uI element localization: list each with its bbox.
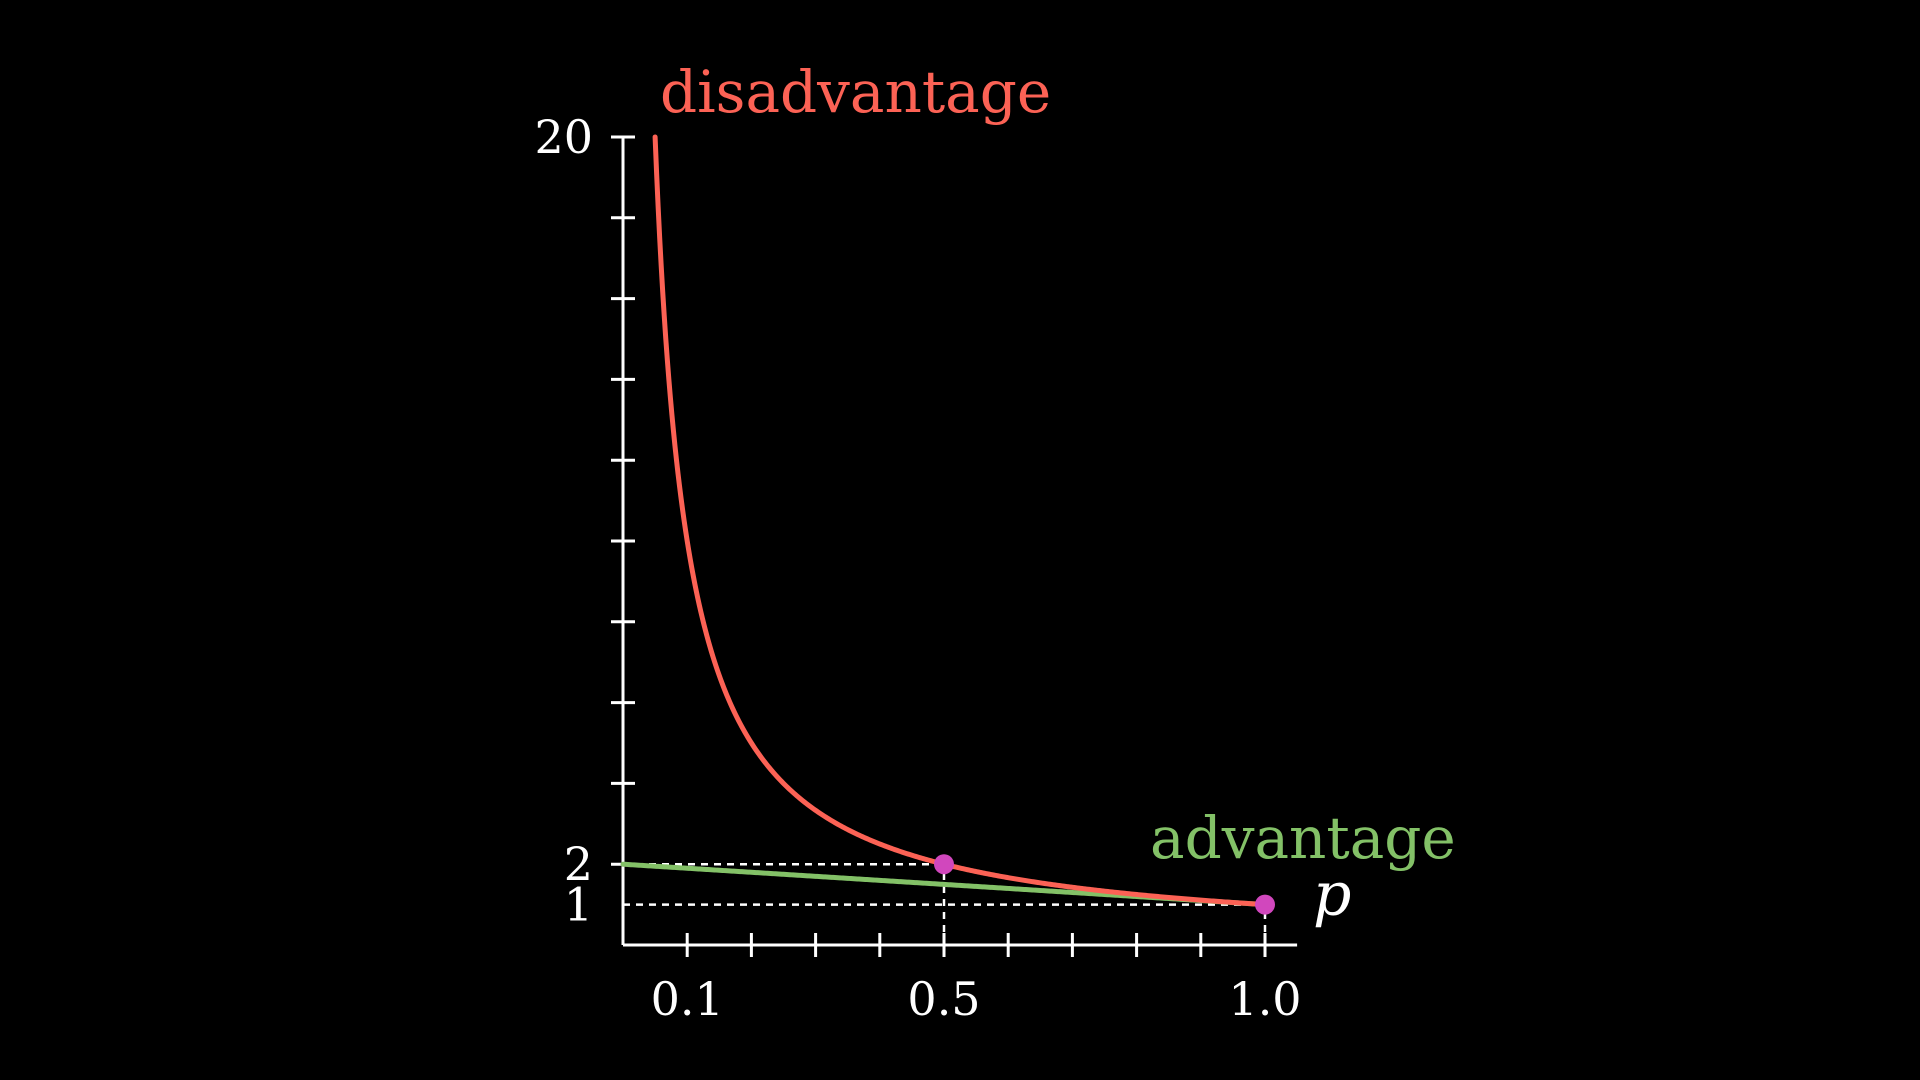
y-tick-label: 2 <box>564 837 593 891</box>
y-tick-label: 1 <box>564 878 593 932</box>
advantage-label: advantage <box>1150 804 1456 872</box>
x-tick-label: 0.1 <box>651 972 724 1026</box>
x-tick-label: 1.0 <box>1228 972 1301 1026</box>
series-line-disadvantage <box>652 134 1268 908</box>
axis-ticks <box>611 135 1267 957</box>
tick-labels: 0.1 0.5 1.0 12 20 <box>534 110 1301 1026</box>
disadvantage-label: disadvantage <box>660 58 1051 126</box>
guide-lines <box>623 862 1267 945</box>
x-axis-variable-label: p <box>1313 860 1351 930</box>
y-tick-label: 20 <box>534 110 593 164</box>
x-tick-label: 0.5 <box>907 972 980 1026</box>
series-curves <box>620 134 1268 908</box>
highlight-point <box>1255 894 1275 915</box>
highlight-points <box>934 854 1275 915</box>
highlight-point <box>934 854 954 875</box>
